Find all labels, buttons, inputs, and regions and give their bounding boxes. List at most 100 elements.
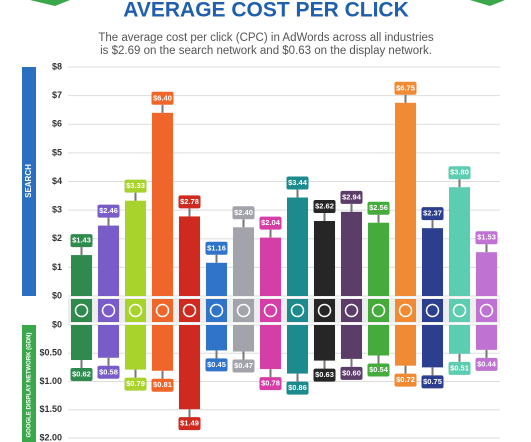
value-label: $2.04: [261, 218, 281, 227]
icon: [425, 303, 440, 318]
bar: [367, 325, 390, 356]
y-tick-label: $1: [52, 262, 62, 272]
y-tick-label: $5: [52, 147, 62, 157]
value-label: $6.40: [153, 93, 172, 102]
bar: [313, 325, 336, 361]
bar: [205, 325, 228, 351]
label-box: [367, 201, 390, 215]
icon: [209, 303, 224, 318]
bar: [394, 325, 417, 366]
label-box: [475, 231, 498, 245]
label-box: [367, 363, 390, 377]
value-label: $0.78: [261, 379, 280, 388]
value-label: $2.78: [180, 197, 199, 206]
bar: [475, 252, 498, 296]
icon-tile: [205, 299, 228, 322]
icon: [155, 303, 170, 318]
icon: [182, 303, 197, 318]
bar: [151, 112, 174, 296]
value-label: $3.33: [126, 181, 145, 190]
label-box: [70, 234, 93, 248]
value-label: $0.62: [72, 370, 91, 379]
label-box: [448, 166, 471, 180]
value-label: $3.80: [450, 168, 469, 177]
icon-tile: [448, 299, 471, 322]
subtitle: The average cost per click (CPC) in AdWo…: [98, 32, 434, 44]
label-box: [313, 368, 336, 382]
bar: [97, 225, 120, 296]
bar: [286, 197, 309, 296]
bar: [259, 325, 282, 370]
bar: [313, 221, 336, 296]
value-label: $0.75: [423, 377, 442, 386]
label-box: [205, 241, 228, 255]
y-tick-label: $7: [52, 90, 62, 100]
icon-tile: [421, 299, 444, 322]
series-label: SEARCH: [24, 164, 33, 198]
bar: [340, 211, 363, 296]
label-box: [421, 207, 444, 221]
label-box: [178, 417, 201, 431]
value-label: $0.63: [315, 370, 334, 379]
bar: [421, 228, 444, 296]
y-tick-label: $3: [52, 205, 62, 215]
icon: [263, 303, 278, 318]
label-box: [421, 375, 444, 389]
value-label: $2.62: [315, 201, 334, 210]
value-label: $1.16: [207, 243, 226, 252]
label-box: [205, 358, 228, 372]
icon: [290, 303, 305, 318]
decoration: [30, 0, 70, 6]
subtitle: is $2.69 on the search network and $0.63…: [100, 45, 432, 57]
y2-tick-label: $1.00: [39, 376, 62, 386]
label-box: [97, 204, 120, 218]
bar: [70, 325, 93, 361]
value-label: $2.46: [99, 206, 118, 215]
y-tick-label: $0: [52, 290, 62, 300]
value-label: $1.49: [180, 419, 199, 428]
bar: [178, 216, 201, 296]
bar: [205, 262, 228, 296]
icon-tile: [394, 299, 417, 322]
bar: [124, 325, 147, 370]
value-label: $6.75: [396, 83, 415, 92]
value-label: $0.79: [126, 379, 145, 388]
label-box: [232, 359, 255, 373]
label-box: [232, 206, 255, 220]
bar: [448, 325, 471, 354]
label-box: [259, 216, 282, 230]
y2-tick-label: $1.50: [39, 404, 62, 414]
bar: [340, 325, 363, 359]
label-box: [97, 365, 120, 379]
series-band: [22, 325, 36, 442]
value-label: $2.37: [423, 209, 442, 218]
icon-tile: [124, 299, 147, 322]
decoration: [470, 0, 505, 6]
y2-tick-label: $0.50: [39, 348, 62, 358]
label-box: [313, 200, 336, 214]
label-box: [340, 366, 363, 380]
label-box: [286, 176, 309, 190]
bar: [124, 200, 147, 296]
y-tick-label: $2: [52, 233, 62, 243]
icon-tile: [259, 299, 282, 322]
icon: [128, 303, 143, 318]
series-band: [22, 67, 36, 296]
value-label: $0.54: [369, 365, 389, 374]
label-box: [70, 368, 93, 382]
icon: [371, 303, 386, 318]
value-label: $0.72: [396, 375, 415, 384]
y-tick-label: $8: [52, 61, 62, 71]
bar: [475, 325, 498, 350]
bar: [232, 227, 255, 296]
value-label: $0.60: [342, 368, 361, 377]
value-label: $3.44: [288, 178, 308, 187]
label-box: [340, 190, 363, 204]
chart-title: AVERAGE COST PER CLICK: [123, 0, 408, 22]
series-label: GOOGLE DISPLAY NETWORK (GDN): [27, 332, 33, 437]
value-label: $0.47: [234, 361, 253, 370]
icon-tile: [97, 299, 120, 322]
icon-tile: [475, 299, 498, 322]
y-tick-label: $4: [52, 176, 62, 186]
